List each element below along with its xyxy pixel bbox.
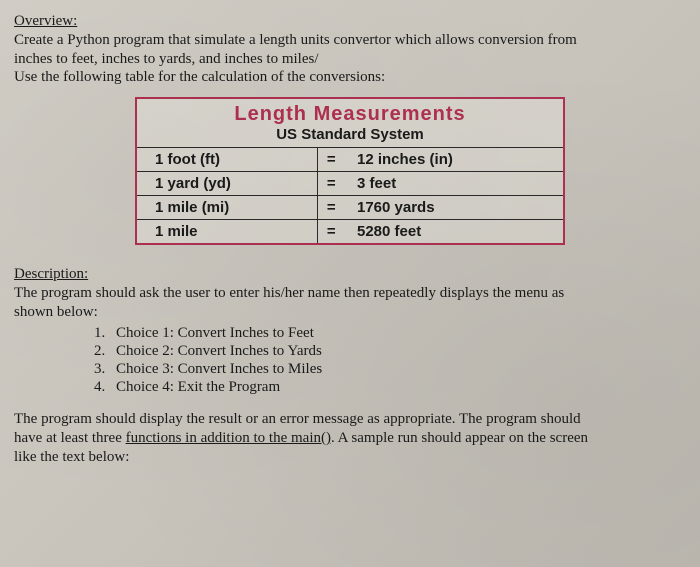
list-text: Choice 2: Convert Inches to Yards bbox=[116, 343, 322, 359]
table-cell-left: 1 yard (yd) bbox=[137, 172, 317, 196]
list-item: 1.Choice 1: Convert Inches to Feet bbox=[94, 325, 686, 342]
table-row: 1 mile (mi) = 1760 yards bbox=[137, 196, 563, 220]
table-cell-right: 12 inches (in) bbox=[345, 148, 563, 172]
footer-line-2a: have at least three bbox=[14, 430, 126, 446]
overview-block: Overview: Create a Python program that s… bbox=[14, 12, 686, 87]
table-cell-left: 1 mile (mi) bbox=[137, 196, 317, 220]
list-num: 2. bbox=[94, 343, 116, 360]
table-cell-eq: = bbox=[317, 172, 345, 196]
list-text: Choice 4: Exit the Program bbox=[116, 379, 280, 395]
table-cell-eq: = bbox=[317, 220, 345, 244]
conversion-table: Length Measurements US Standard System 1… bbox=[135, 97, 565, 245]
table-cell-eq: = bbox=[317, 148, 345, 172]
list-text: Choice 3: Convert Inches to Miles bbox=[116, 361, 322, 377]
table-subtitle: US Standard System bbox=[137, 126, 563, 147]
description-line-1: The program should ask the user to enter… bbox=[14, 285, 564, 301]
list-text: Choice 1: Convert Inches to Feet bbox=[116, 325, 314, 341]
table-title: Length Measurements bbox=[137, 99, 563, 126]
list-num: 1. bbox=[94, 325, 116, 342]
table-cell-left: 1 foot (ft) bbox=[137, 148, 317, 172]
table-cell-right: 1760 yards bbox=[345, 196, 563, 220]
document-page: Overview: Create a Python program that s… bbox=[0, 0, 700, 481]
table-row: 1 yard (yd) = 3 feet bbox=[137, 172, 563, 196]
footer-line-2b: . A sample run should appear on the scre… bbox=[331, 430, 588, 446]
footer-line-3: like the text below: bbox=[14, 449, 129, 465]
overview-line-3: Use the following table for the calculat… bbox=[14, 69, 385, 85]
description-heading: Description: bbox=[14, 266, 88, 282]
menu-list: 1.Choice 1: Convert Inches to Feet 2.Cho… bbox=[94, 325, 686, 396]
conversion-table-wrap: Length Measurements US Standard System 1… bbox=[14, 97, 686, 245]
overview-line-1: Create a Python program that simulate a … bbox=[14, 32, 577, 48]
list-item: 2.Choice 2: Convert Inches to Yards bbox=[94, 343, 686, 360]
table-cell-right: 5280 feet bbox=[345, 220, 563, 244]
description-block: Description: The program should ask the … bbox=[14, 265, 686, 321]
table-cell-left: 1 mile bbox=[137, 220, 317, 244]
footer-block: The program should display the result or… bbox=[14, 410, 686, 466]
table-body: 1 foot (ft) = 12 inches (in) 1 yard (yd)… bbox=[137, 147, 563, 243]
list-num: 3. bbox=[94, 361, 116, 378]
table-row: 1 mile = 5280 feet bbox=[137, 220, 563, 244]
table-cell-right: 3 feet bbox=[345, 172, 563, 196]
overview-heading: Overview: bbox=[14, 13, 77, 29]
footer-line-2-underline: functions in addition to the main() bbox=[126, 430, 331, 446]
overview-line-2: inches to feet, inches to yards, and inc… bbox=[14, 51, 319, 67]
list-item: 4.Choice 4: Exit the Program bbox=[94, 379, 686, 396]
footer-line-1: The program should display the result or… bbox=[14, 411, 581, 427]
list-num: 4. bbox=[94, 379, 116, 396]
table-row: 1 foot (ft) = 12 inches (in) bbox=[137, 148, 563, 172]
table-cell-eq: = bbox=[317, 196, 345, 220]
description-line-2: shown below: bbox=[14, 304, 98, 320]
list-item: 3.Choice 3: Convert Inches to Miles bbox=[94, 361, 686, 378]
